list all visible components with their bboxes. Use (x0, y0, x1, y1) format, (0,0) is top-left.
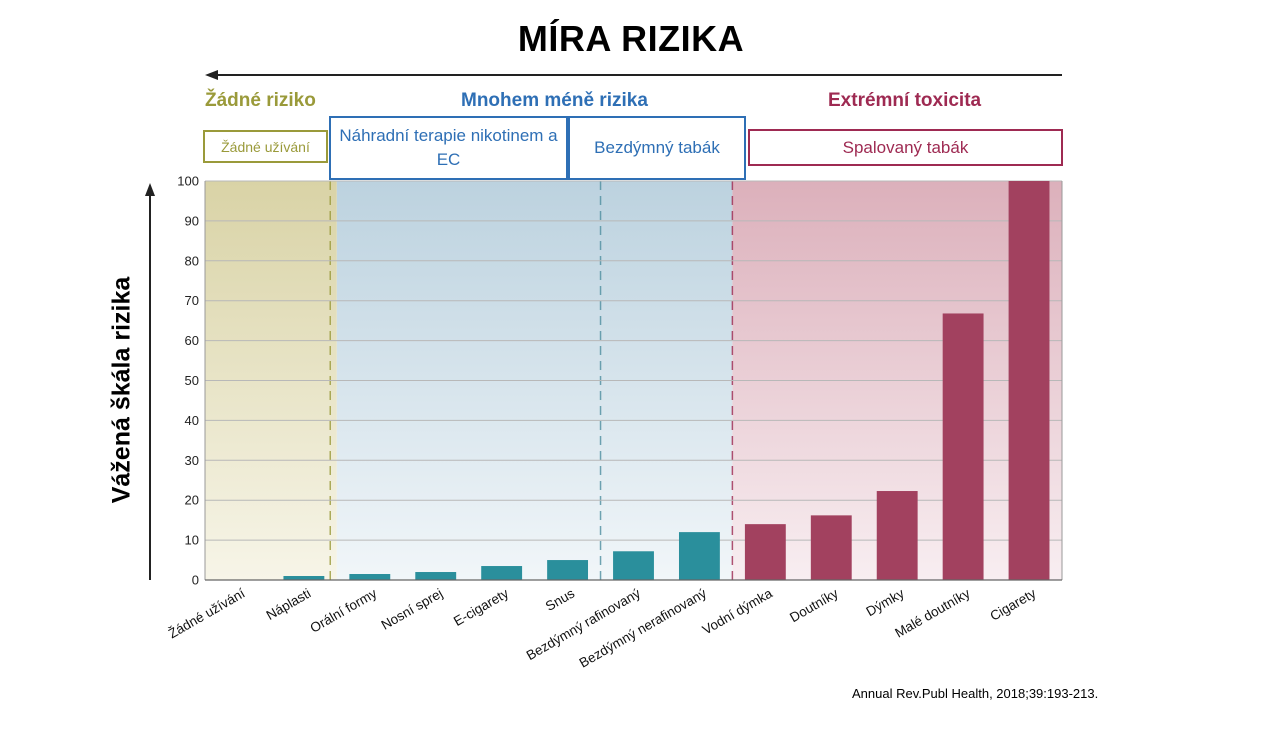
zone-box-no-use: Žádné užívání (203, 130, 328, 163)
bar (1008, 181, 1050, 580)
y-tick-label: 40 (185, 413, 199, 428)
bar (481, 566, 523, 580)
y-axis-label: Vážená škála rizika (107, 276, 136, 504)
y-tick-label: 90 (185, 213, 199, 228)
x-tick-label: Žádné užívání (166, 585, 248, 641)
bar (876, 491, 918, 580)
y-tick-label: 10 (185, 533, 199, 548)
bar (678, 532, 720, 580)
y-tick-label: 100 (177, 174, 199, 189)
risk-arrow-head (205, 70, 218, 80)
x-tick-label: Náplasti (264, 586, 314, 623)
source-citation: Annual Rev.Publ Health, 2018;39:193-213. (852, 686, 1099, 701)
x-tick-label: Cigarety (987, 585, 1038, 623)
bar (810, 515, 852, 580)
x-tick-label: Dýmky (863, 585, 906, 619)
x-tick-label: Vodní dýmka (700, 585, 776, 637)
x-tick-label: Orální formy (307, 585, 379, 635)
zone-label-less-risk: Mnohem méně rizika (461, 90, 648, 111)
y-tick-label: 60 (185, 333, 199, 348)
x-tick-label: Doutníky (787, 585, 841, 625)
x-tick-label: Nosní sprej (379, 586, 446, 633)
chart-title: MÍRA RIZIKA (517, 18, 745, 59)
bar (283, 576, 325, 580)
bar (349, 574, 391, 580)
zone-box-combusted: Spalovaný tabák (748, 129, 1063, 166)
bar (613, 551, 654, 580)
y-tick-label: 0 (192, 573, 199, 588)
y-tick-label: 20 (185, 493, 199, 508)
x-tick-label: Bezdýmný rafinovaný (524, 585, 643, 663)
y-arrow-head (145, 183, 155, 196)
x-tick-label: E-cigarety (451, 585, 511, 629)
x-tick-label: Snus (543, 585, 577, 614)
x-tick-label: Bezdýmný nerafinovaný (577, 585, 709, 670)
y-tick-label: 50 (185, 373, 199, 388)
zone-box-smokeless: Bezdýmný tabák (568, 116, 746, 180)
bar (942, 313, 984, 580)
y-tick-label: 30 (185, 453, 199, 468)
zone-box-nrt-ec: Náhradní terapie nikotinem a EC (329, 116, 568, 180)
bar (744, 524, 786, 580)
x-tick-label: Malé doutníky (892, 585, 973, 640)
zone-label-extreme: Extrémní toxicita (828, 90, 982, 111)
y-tick-label: 80 (185, 253, 199, 268)
bar (547, 560, 589, 580)
bar (415, 572, 457, 580)
zone-label-no-risk: Žádné riziko (205, 90, 316, 111)
y-tick-label: 70 (185, 293, 199, 308)
